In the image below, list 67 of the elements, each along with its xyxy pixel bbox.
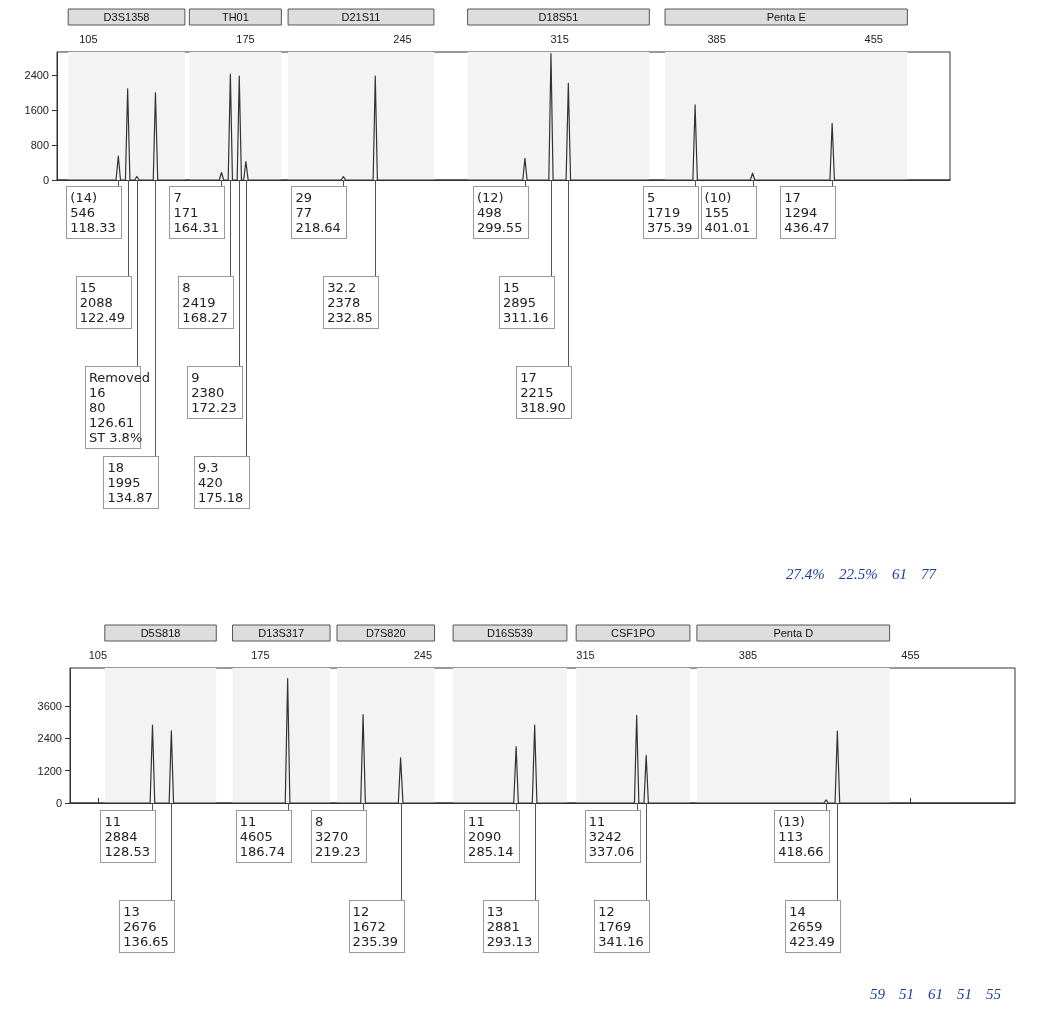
annotation: 32.2 2378 232.85 bbox=[323, 276, 380, 329]
annotation: 11 2090 285.14 bbox=[464, 810, 521, 863]
x-tick-label: 175 bbox=[251, 648, 270, 661]
x-tick-label: 455 bbox=[864, 32, 883, 45]
band-label: Penta D bbox=[773, 627, 814, 639]
text: 61 bbox=[892, 566, 907, 583]
x-tick-label: 105 bbox=[79, 32, 98, 45]
annotation: 15 2895 311.16 bbox=[498, 276, 555, 329]
y-tick-label: 0 bbox=[55, 797, 62, 809]
annotation: 12 1672 235.39 bbox=[348, 900, 405, 953]
annotation: 11 3242 337.06 bbox=[584, 810, 641, 863]
annotation: 13 2881 293.13 bbox=[482, 900, 539, 953]
x-tick-label: 385 bbox=[738, 648, 758, 661]
y-tick-label: 800 bbox=[30, 139, 49, 152]
y-tick-label: 1600 bbox=[24, 104, 49, 117]
annotation: 5 1719 375.39 bbox=[643, 186, 700, 239]
annotation: 8 3270 219.23 bbox=[311, 810, 368, 863]
band-label: TH01 bbox=[221, 11, 249, 23]
y-tick-label: 3600 bbox=[37, 699, 62, 712]
text: 61 bbox=[928, 986, 943, 1003]
band-label: D21S11 bbox=[341, 11, 381, 23]
annotation: 13 2676 136.65 bbox=[119, 900, 176, 953]
annotation: 15 2088 122.49 bbox=[75, 276, 132, 329]
band-label: D16S539 bbox=[487, 627, 533, 639]
text: 22.5% bbox=[839, 566, 878, 583]
annotation: 17 2215 318.90 bbox=[516, 366, 573, 419]
text: 51 bbox=[899, 986, 914, 1003]
annotation: 14 2659 423.49 bbox=[785, 900, 842, 953]
annotation: Removed 16 80 126.61 ST 3.8% bbox=[87, 369, 150, 447]
annotation: 9 2380 172.23 bbox=[187, 366, 244, 419]
annotation: 12 1769 341.16 bbox=[594, 900, 651, 953]
annotation: 11 2884 128.53 bbox=[100, 810, 157, 863]
annotation: (14) 546 118.33 bbox=[66, 186, 123, 239]
x-tick-label: 105 bbox=[88, 648, 108, 661]
band-label: CSF1PO bbox=[611, 627, 656, 639]
y-tick-label: 2400 bbox=[24, 69, 49, 82]
band-label: Penta E bbox=[766, 11, 806, 23]
annotation: (12) 498 299.55 bbox=[472, 186, 529, 239]
x-tick-label: 245 bbox=[413, 648, 433, 661]
band-label: D13S317 bbox=[258, 627, 305, 639]
annotation: 8 2419 168.27 bbox=[178, 276, 235, 329]
annotation: 9.3 420 175.18 bbox=[193, 456, 250, 509]
y-tick-label: 1200 bbox=[37, 764, 62, 777]
annotation: (13) 113 418.66 bbox=[774, 810, 831, 863]
band-label: D18S51 bbox=[538, 11, 579, 23]
band-label: D7S820 bbox=[365, 627, 406, 639]
x-tick-label: 245 bbox=[393, 32, 412, 45]
y-tick-label: 2400 bbox=[37, 732, 62, 745]
annotation: 11 4605 186.74 bbox=[235, 810, 292, 863]
text: 55 bbox=[986, 986, 1001, 1003]
annotation: 29 77 218.64 bbox=[291, 186, 348, 239]
text: 59 bbox=[870, 986, 885, 1003]
y-tick-label: 0 bbox=[42, 174, 49, 186]
annotation: 18 1995 134.87 bbox=[103, 456, 160, 509]
x-tick-label: 315 bbox=[550, 32, 569, 45]
text: 77 bbox=[921, 566, 936, 583]
x-tick-label: 455 bbox=[901, 648, 920, 661]
text: 51 bbox=[957, 986, 972, 1003]
band-label: D3S1358 bbox=[103, 11, 150, 23]
x-tick-label: 315 bbox=[576, 648, 595, 661]
annotation: 17 1294 436.47 bbox=[780, 186, 837, 239]
annotation: 7 171 164.31 bbox=[169, 186, 226, 239]
x-tick-label: 175 bbox=[236, 32, 255, 45]
text: 27.4% bbox=[786, 566, 825, 583]
x-tick-label: 385 bbox=[707, 32, 726, 45]
band-label: D5S818 bbox=[140, 627, 181, 639]
annotation: (10) 155 401.01 bbox=[700, 186, 757, 239]
